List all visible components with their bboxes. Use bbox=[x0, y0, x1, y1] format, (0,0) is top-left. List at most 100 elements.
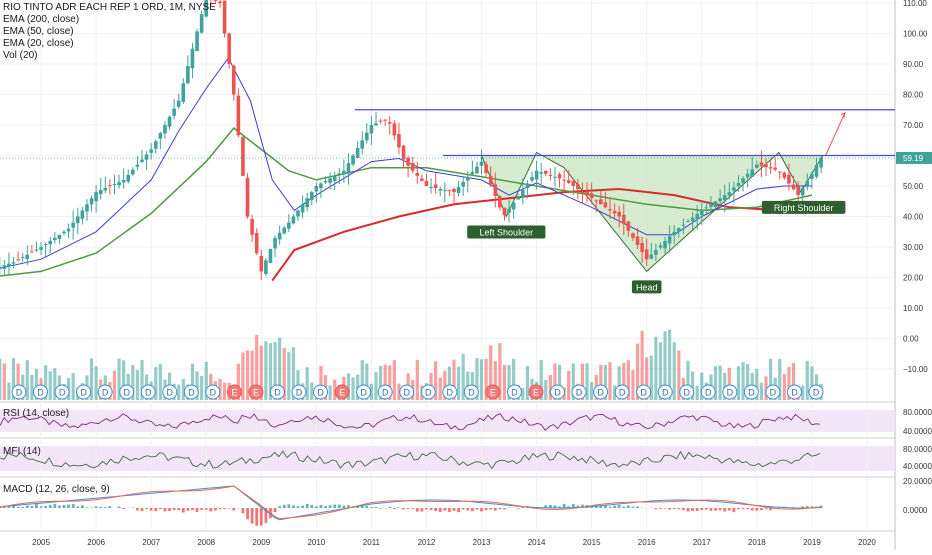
price-tick: 50.00 bbox=[903, 182, 924, 191]
candle-body bbox=[342, 171, 346, 174]
candle-body bbox=[489, 176, 493, 185]
dividend-marker: D bbox=[357, 385, 371, 399]
macd-histogram-bar bbox=[150, 508, 153, 511]
time-tick: 2008 bbox=[197, 538, 215, 547]
marker-text: D bbox=[80, 388, 87, 398]
candle-body bbox=[177, 101, 181, 107]
dividend-marker: D bbox=[464, 385, 478, 399]
candle-body bbox=[71, 223, 75, 228]
macd-histogram-bar bbox=[503, 508, 506, 509]
candle-body bbox=[278, 233, 282, 240]
candle-body bbox=[755, 165, 759, 168]
macd-histogram-bar bbox=[609, 507, 612, 508]
volume-bar bbox=[223, 383, 226, 400]
macd-tick: 20.0000 bbox=[903, 477, 932, 486]
macd-histogram-bar bbox=[315, 506, 318, 508]
marker-text: D bbox=[210, 388, 217, 398]
candle-body bbox=[131, 170, 135, 175]
volume-bar bbox=[783, 374, 786, 400]
macd-histogram-bar bbox=[448, 508, 451, 512]
candle-body bbox=[39, 247, 43, 250]
candle-body bbox=[81, 210, 85, 218]
chart-title: RIO TINTO ADR EACH REP 1 ORD, 1M, NYSE bbox=[3, 2, 216, 14]
dividend-marker: D bbox=[421, 385, 435, 399]
macd-histogram-bar bbox=[668, 508, 671, 510]
macd-histogram-bar bbox=[379, 508, 382, 509]
macd-histogram-bar bbox=[434, 508, 437, 511]
price-tick: 30.00 bbox=[903, 243, 924, 252]
volume-bar bbox=[264, 341, 267, 400]
volume-bar bbox=[49, 371, 52, 400]
candle-body bbox=[461, 182, 465, 187]
volume-bar bbox=[737, 366, 740, 400]
candle-body bbox=[608, 209, 612, 210]
macd-histogram-bar bbox=[200, 508, 203, 510]
macd-histogram-bar bbox=[696, 508, 699, 511]
candle-body bbox=[627, 221, 631, 230]
macd-histogram-bar bbox=[136, 508, 139, 510]
legend-ema20: EMA (20, close) bbox=[3, 38, 216, 50]
macd-histogram-bar bbox=[72, 504, 75, 508]
dividend-marker: D bbox=[572, 385, 586, 399]
price-tick: 0.00 bbox=[903, 335, 919, 344]
candle-body bbox=[347, 163, 351, 173]
candle-body bbox=[498, 196, 502, 207]
macd-histogram-bar bbox=[402, 508, 405, 509]
chart-legend: RIO TINTO ADR EACH REP 1 ORD, 1M, NYSE E… bbox=[3, 2, 216, 62]
candle-body bbox=[714, 201, 718, 207]
marker-text: D bbox=[425, 388, 432, 398]
candle-body bbox=[25, 255, 29, 259]
time-tick: 2007 bbox=[142, 538, 160, 547]
candle-body bbox=[374, 123, 378, 125]
candle-body bbox=[365, 133, 369, 141]
candle-body bbox=[411, 163, 415, 171]
macd-histogram-bar bbox=[278, 506, 281, 508]
candle-body bbox=[682, 225, 686, 226]
macd-histogram-bar bbox=[723, 508, 726, 511]
candle-body bbox=[805, 181, 809, 187]
macd-histogram-bar bbox=[255, 508, 258, 526]
macd-histogram-bar bbox=[274, 508, 277, 512]
macd-histogram-bar bbox=[53, 504, 56, 508]
candle-body bbox=[99, 190, 103, 194]
macd-histogram-bar bbox=[186, 508, 189, 511]
marker-text: D bbox=[274, 388, 281, 398]
dividend-marker: D bbox=[809, 385, 823, 399]
left-shoulder-label: Left Shoulder bbox=[480, 228, 534, 238]
candle-body bbox=[539, 172, 543, 174]
candle-body bbox=[801, 188, 805, 195]
candle-body bbox=[773, 168, 777, 170]
price-tick: 70.00 bbox=[903, 121, 924, 130]
marker-text: D bbox=[619, 388, 626, 398]
macd-histogram-bar bbox=[632, 507, 635, 508]
candle-body bbox=[122, 180, 126, 183]
candle-body bbox=[443, 190, 447, 191]
macd-histogram-bar bbox=[375, 507, 378, 508]
candle-body bbox=[388, 122, 392, 124]
candle-body bbox=[792, 184, 796, 189]
candle-body bbox=[507, 209, 511, 213]
candle-body bbox=[351, 156, 355, 165]
candle-body bbox=[0, 267, 2, 268]
time-tick: 2009 bbox=[252, 538, 270, 547]
price-tick: 90.00 bbox=[903, 60, 924, 69]
candle-body bbox=[21, 257, 25, 258]
candle-body bbox=[44, 244, 48, 245]
macd-tick: 0.0000 bbox=[903, 506, 928, 515]
macd-histogram-bar bbox=[700, 508, 703, 510]
time-tick: 2012 bbox=[418, 538, 436, 547]
candle-body bbox=[727, 192, 731, 195]
candle-body bbox=[810, 174, 814, 179]
volume-bar bbox=[7, 383, 10, 400]
dividend-marker: D bbox=[594, 385, 608, 399]
macd-histogram-bar bbox=[664, 508, 667, 509]
dividend-marker: D bbox=[551, 385, 565, 399]
volume-bar bbox=[136, 370, 139, 400]
volume-bar bbox=[393, 360, 396, 400]
candle-body bbox=[218, 2, 222, 3]
candle-body bbox=[35, 250, 39, 251]
macd-histogram-bar bbox=[407, 508, 410, 509]
candle-body bbox=[58, 235, 62, 239]
macd-histogram-bar bbox=[182, 508, 185, 512]
